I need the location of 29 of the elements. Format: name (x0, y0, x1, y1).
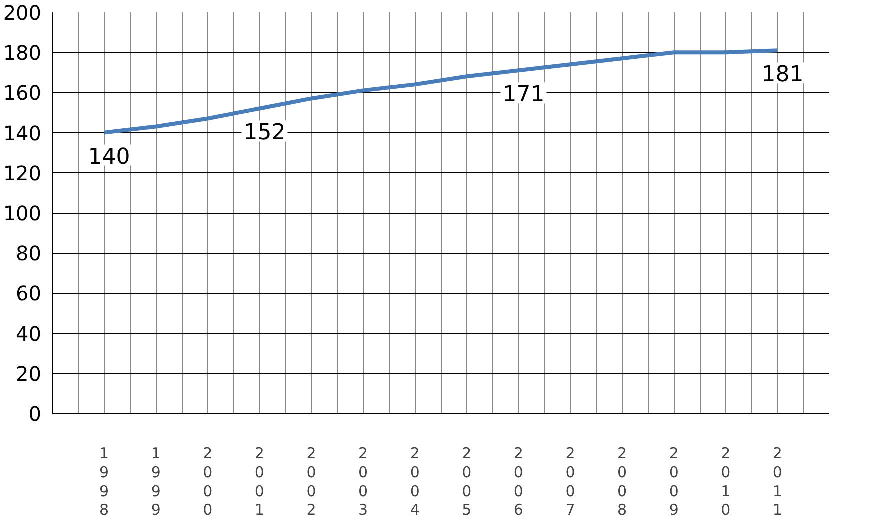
x-tick-label: 2000 (203, 444, 213, 520)
data-label: 140 (88, 144, 130, 170)
y-tick-label: 60 (16, 282, 42, 306)
y-tick-label: 180 (3, 41, 42, 66)
y-tick-label: 160 (3, 81, 42, 106)
x-tick-label: 2004 (410, 444, 420, 520)
y-tick-label: 100 (3, 202, 42, 226)
y-tick-label: 200 (3, 1, 42, 25)
x-tick-label: 2001 (254, 444, 264, 520)
data-label: 171 (502, 82, 545, 108)
y-tick-label: 20 (16, 362, 42, 386)
y-tick-label: 80 (16, 242, 42, 266)
x-tick-label: 2007 (566, 444, 576, 520)
y-tick-label: 40 (16, 322, 42, 346)
x-tick-label: 2005 (462, 444, 472, 520)
x-tick-label: 2003 (358, 444, 368, 520)
x-tick-label: 1998 (100, 444, 110, 520)
x-tick-label: 2010 (721, 444, 731, 520)
y-tick-label: 0 (28, 402, 42, 426)
x-tick-label: 2002 (306, 444, 316, 520)
y-tick-label: 140 (3, 121, 42, 146)
x-tick-label: 2006 (514, 444, 524, 520)
y-tick-label: 120 (3, 161, 42, 186)
x-tick-label: 2008 (618, 444, 628, 520)
x-tick-label: 2009 (669, 444, 679, 520)
data-label: 152 (244, 120, 286, 146)
x-tick-label: 2011 (772, 444, 782, 520)
x-tick-label: 1999 (151, 444, 161, 520)
data-label: 181 (762, 62, 804, 88)
